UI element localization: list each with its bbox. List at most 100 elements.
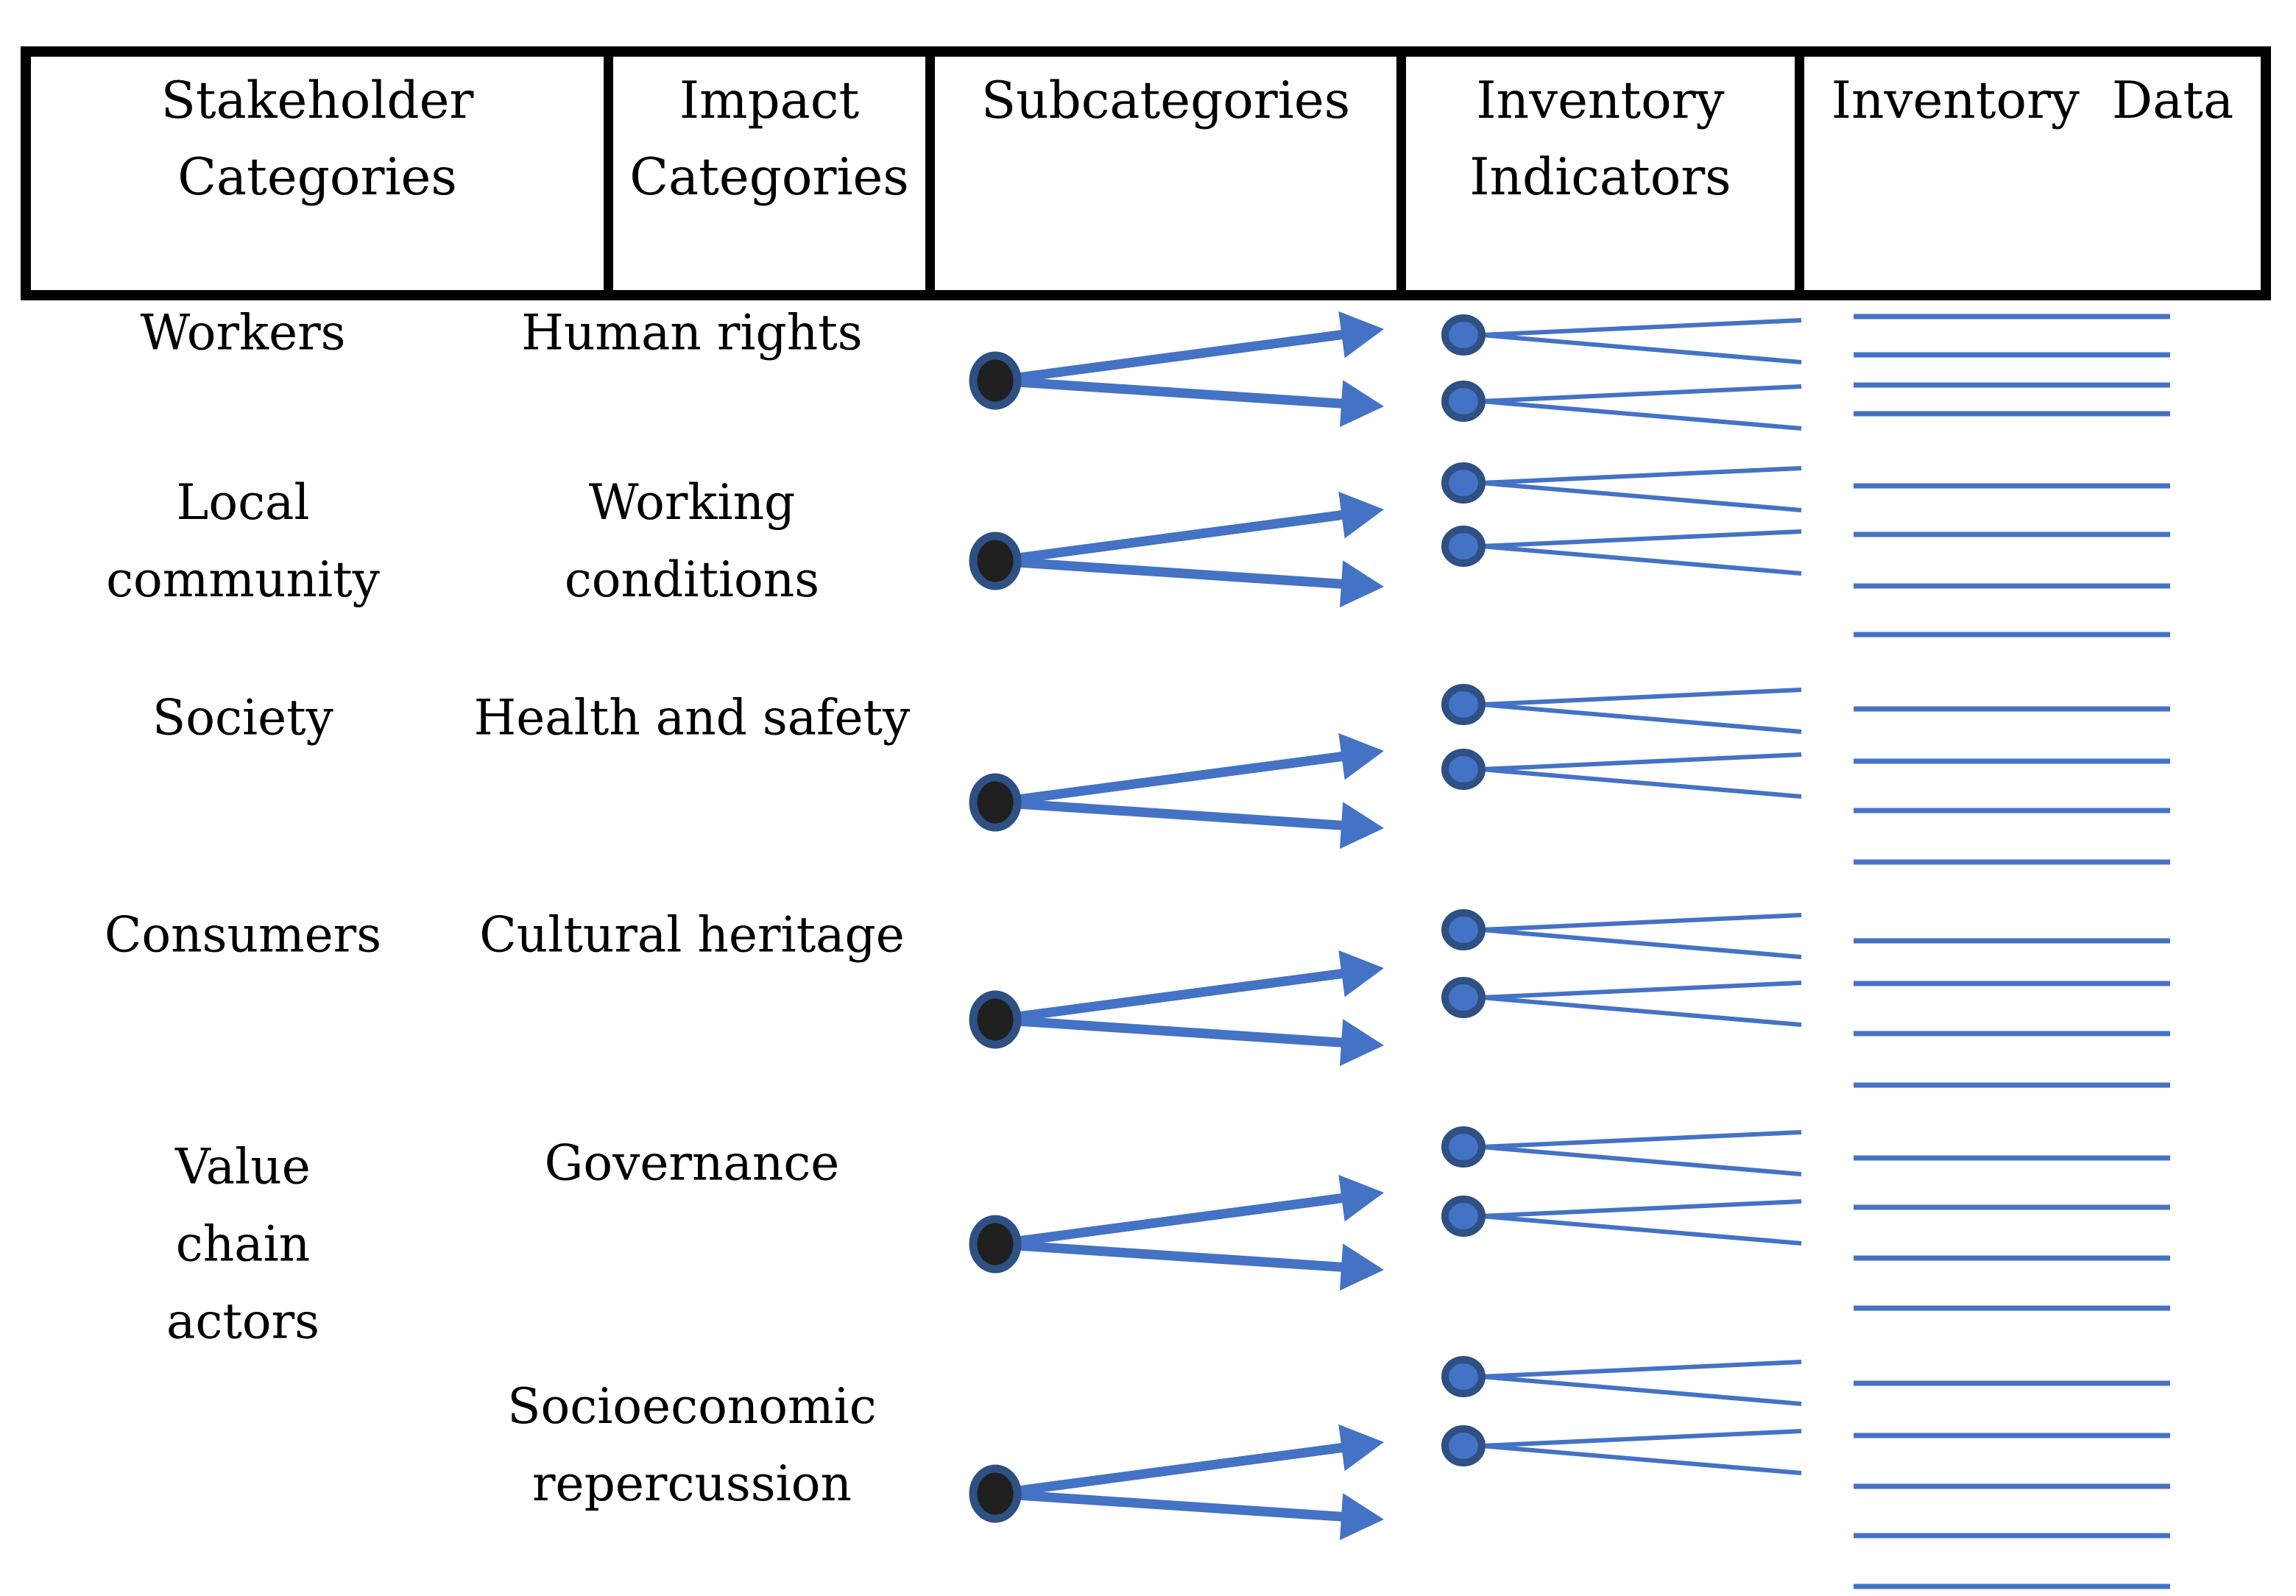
subcategory-dot	[969, 1215, 1022, 1274]
impact-category-label: Working conditions	[565, 464, 819, 618]
stakeholder-category-label-line: actors	[166, 1293, 319, 1350]
stakeholder-category-label-line: Local	[176, 474, 310, 531]
indicator-link-line	[1480, 767, 1802, 799]
impact-category-label-line: Governance	[544, 1134, 840, 1192]
impact-category-label-line: Human rights	[521, 304, 863, 361]
impact-category-label: Cultural heritage	[479, 897, 905, 974]
subcategory-arrowhead	[1338, 1174, 1384, 1222]
inventory-indicator-dot	[1441, 909, 1486, 950]
indicator-link-line	[1480, 466, 1802, 485]
header-label: Subcategories	[981, 71, 1351, 130]
indicator-link-line	[1480, 529, 1802, 548]
subcategory-arrow-shaft	[995, 509, 1347, 566]
subcategory-dot	[969, 351, 1022, 410]
subcategory-arrow-shaft	[995, 751, 1347, 808]
header-cell-stakeholder-categories: Stakeholder Categories	[31, 57, 613, 290]
header-cell-inventory-indicators: Inventory Indicators	[1406, 57, 1804, 290]
indicator-link-line	[1480, 1374, 1802, 1406]
indicator-link-line	[1480, 544, 1802, 576]
subcategory-arrowhead	[1340, 560, 1384, 608]
stakeholder-category-label-line: Consumers	[104, 906, 382, 964]
subcategory-dot	[969, 990, 1022, 1049]
impact-category-label: Health and safety	[474, 679, 911, 757]
subcategory-arrow-shaft	[995, 968, 1347, 1025]
indicator-link-line	[1480, 1429, 1802, 1448]
inventory-indicator-dot	[1441, 684, 1486, 725]
header-table: Stakeholder Categories Impact Categories…	[21, 46, 2271, 300]
subcategory-arrowhead	[1340, 1243, 1384, 1291]
impact-category-label-line: Socioeconomic	[507, 1378, 877, 1435]
indicator-link-line	[1480, 1360, 1802, 1379]
stakeholder-category-label-line: Value	[175, 1138, 311, 1196]
subcategory-dot	[969, 1464, 1022, 1523]
stakeholder-category-label: Local community	[106, 464, 380, 618]
stakeholder-category-label-line: chain	[175, 1215, 311, 1273]
indicator-link-line	[1480, 928, 1802, 959]
subcategory-arrow-shaft	[995, 375, 1346, 409]
subcategory-arrow-shaft	[995, 1239, 1346, 1273]
stakeholder-category-label: Workers	[140, 294, 345, 372]
indicator-link-line	[1480, 981, 1802, 1000]
indicator-link-line	[1480, 384, 1802, 403]
indicator-link-line	[1480, 481, 1802, 512]
impact-category-label: Human rights	[521, 294, 862, 372]
header-label: Inventory Data	[1831, 71, 2234, 130]
indicator-link-line	[1480, 1130, 1802, 1149]
subcategory-arrow-shaft	[995, 797, 1346, 831]
indicator-link-line	[1480, 399, 1802, 431]
stakeholder-category-label: Value chain actors	[166, 1129, 319, 1360]
impact-category-label-line: Health and safety	[473, 689, 911, 746]
subcategory-arrowhead	[1340, 1019, 1384, 1067]
inventory-indicator-dot	[1441, 314, 1486, 356]
subcategory-arrow-shaft	[995, 1014, 1346, 1048]
indicator-link-line	[1480, 1145, 1802, 1176]
inventory-indicator-dot	[1441, 977, 1486, 1018]
stakeholder-category-label: Consumers	[105, 897, 381, 974]
inventory-indicator-dot	[1441, 1425, 1486, 1466]
indicator-link-line	[1480, 688, 1802, 707]
subcategory-dot	[969, 532, 1022, 590]
indicator-link-line	[1480, 318, 1802, 337]
indicator-link-line	[1480, 1444, 1802, 1475]
inventory-indicator-dot	[1441, 1356, 1486, 1397]
indicator-link-line	[1480, 995, 1802, 1027]
header-label: Categories	[629, 148, 909, 207]
subcategory-arrow-shaft	[995, 1442, 1347, 1499]
header-cell-inventory-data: Inventory Data	[1804, 57, 2261, 290]
indicator-link-line	[1480, 702, 1802, 734]
header-cell-subcategories: Subcategories	[935, 57, 1406, 290]
header-label: Stakeholder	[160, 71, 474, 130]
indicator-link-line	[1480, 752, 1802, 771]
impact-category-label-line: repercussion	[531, 1455, 852, 1512]
subcategory-arrowhead	[1338, 311, 1384, 359]
indicator-link-line	[1480, 1214, 1802, 1246]
subcategory-arrowhead	[1340, 1493, 1384, 1541]
subcategory-dot	[969, 773, 1022, 832]
subcategory-arrowhead	[1340, 802, 1384, 850]
header-label: Inventory	[1476, 71, 1725, 130]
subcategory-arrowhead	[1338, 491, 1384, 539]
inventory-indicator-dot	[1441, 381, 1486, 422]
subcategory-arrowhead	[1338, 732, 1384, 780]
inventory-indicator-dot	[1441, 1196, 1486, 1237]
stakeholder-category-label: Society	[152, 679, 333, 757]
header-label: Impact	[679, 71, 860, 130]
subcategory-arrow-shaft	[995, 329, 1347, 386]
header-cell-impact-categories: Impact Categories	[613, 57, 935, 290]
indicator-link-line	[1480, 333, 1802, 364]
impact-category-label-line: Working	[588, 474, 796, 531]
subcategory-arrowhead	[1340, 380, 1384, 428]
stakeholder-category-label-line: Workers	[140, 304, 346, 361]
indicator-link-line	[1480, 913, 1802, 932]
header-label: Indicators	[1469, 148, 1731, 207]
impact-category-label-line: conditions	[564, 551, 820, 608]
impact-category-label-line: Cultural heritage	[479, 906, 905, 964]
impact-category-label: Governance	[545, 1125, 840, 1202]
subcategory-arrowhead	[1338, 1424, 1384, 1472]
indicator-link-line	[1480, 1199, 1802, 1218]
stakeholder-category-label-line: Society	[152, 689, 333, 746]
inventory-indicator-dot	[1441, 462, 1486, 504]
subcategory-arrow-shaft	[995, 556, 1346, 590]
